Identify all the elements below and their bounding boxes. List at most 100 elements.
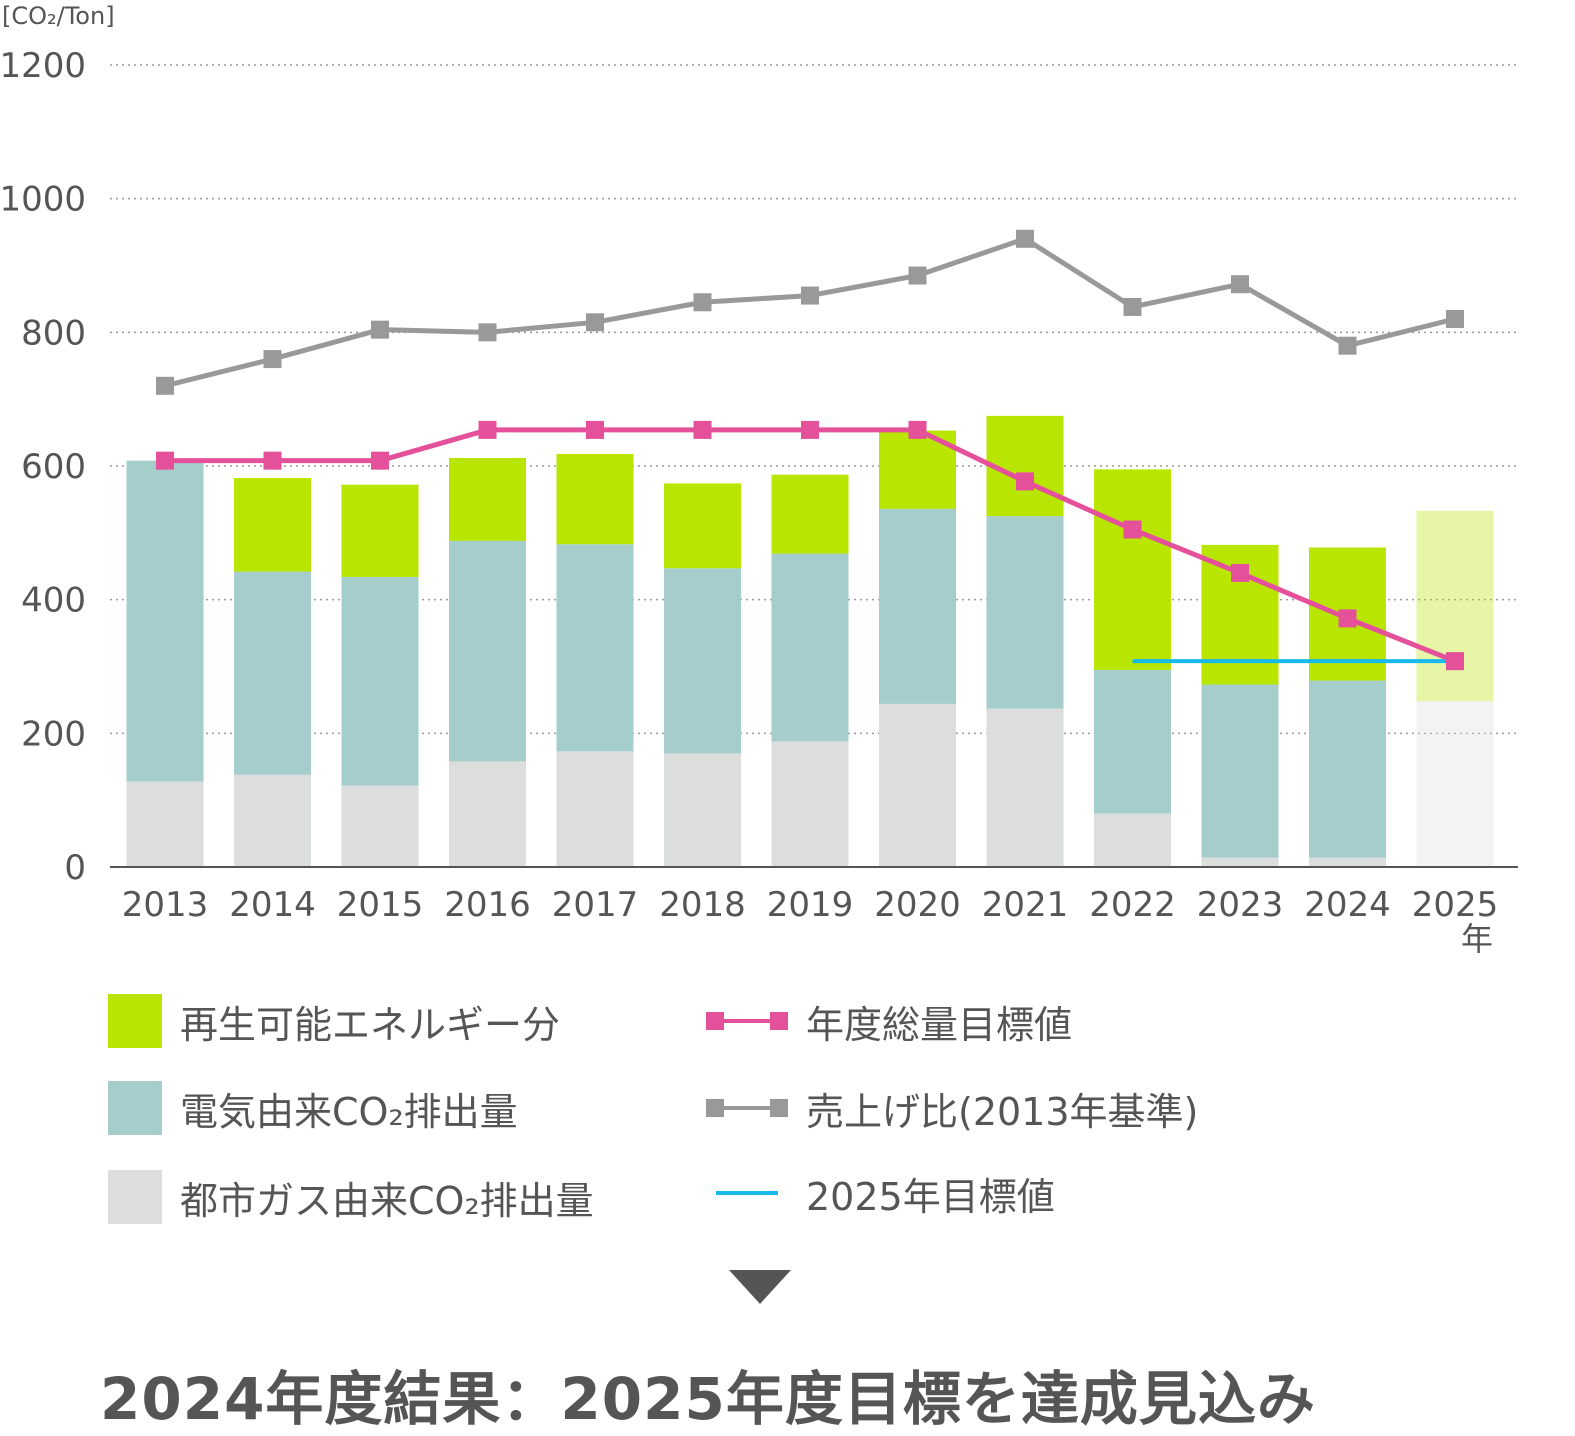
bar-segment [771, 741, 849, 867]
x-tick-label: 2015 [337, 885, 424, 925]
series-marker [1446, 309, 1464, 328]
series-marker [1016, 472, 1034, 491]
x-axis-ticks: 2013 2014 2015 2016 2017 2018 2019 2020 2021 2022… [122, 885, 1499, 958]
series-marker [586, 420, 604, 439]
legend: 再生可能エネルギー分 電気由来CO₂排出量 都市ガス由来CO₂排出量 年度総量目… [108, 993, 1308, 1233]
bar-segment [664, 568, 741, 754]
bar-segment [879, 508, 956, 704]
y-tick-label: 1000 [0, 180, 86, 220]
series-marker [586, 313, 604, 332]
stacked-bars [126, 415, 1494, 867]
bar-segment [879, 703, 956, 867]
legend-item-renewable: 再生可能エネルギー分 [108, 993, 560, 1049]
bar-segment [449, 457, 526, 541]
series-marker [1338, 609, 1357, 628]
bar-segment [1094, 813, 1171, 867]
x-tick-label: 2013 [122, 885, 209, 925]
x-tick-label: 2024 [1304, 885, 1391, 925]
series-marker [1231, 275, 1249, 294]
bar-segment [126, 781, 204, 867]
legend-swatch-renewable [108, 994, 162, 1048]
bar-segment [664, 753, 741, 867]
x-tick-label: 2018 [659, 885, 746, 925]
y-tick-label: 800 [21, 313, 86, 353]
legend-line-blue [716, 1191, 778, 1195]
bar-segment [1416, 510, 1494, 702]
series-marker [1231, 563, 1249, 582]
down-arrow-icon [729, 1270, 791, 1304]
bar-segment [1309, 680, 1386, 858]
series-marker [801, 286, 819, 305]
legend-marker-line-gray [706, 1099, 788, 1117]
series-marker [263, 451, 282, 470]
series-marker [371, 451, 389, 470]
series-marker [478, 323, 497, 342]
legend-marker-line-pink [706, 1012, 788, 1030]
legend-label: 2025年目標値 [806, 1174, 1055, 1219]
y-tick-label: 400 [21, 581, 86, 621]
bar-segment [449, 761, 526, 867]
bar-segment [234, 774, 311, 867]
bar-segment [664, 483, 741, 569]
y-tick-label: 200 [21, 714, 86, 754]
legend-swatch-electric [108, 1081, 162, 1135]
x-tick-label: 2017 [552, 885, 639, 925]
legend-label: 都市ガス由来CO₂排出量 [180, 1178, 594, 1223]
series-marker [371, 320, 389, 339]
bar-segment [1094, 669, 1171, 814]
bar-segment [341, 576, 419, 786]
legend-item-sales-ratio: 売上げ比(2013年基準) [706, 1080, 1198, 1136]
series-marker [263, 350, 282, 369]
series-marker [156, 451, 174, 470]
series-marker [801, 420, 819, 439]
series-marker [1016, 229, 1034, 248]
legend-item-citygas: 都市ガス由来CO₂排出量 [108, 1169, 594, 1225]
legend-item-2025-target: 2025年目標値 [706, 1165, 1055, 1221]
legend-swatch-citygas [108, 1170, 162, 1224]
y-tick-label: 600 [21, 447, 86, 487]
series-marker [478, 420, 497, 439]
legend-label: 再生可能エネルギー分 [180, 1002, 561, 1047]
legend-label: 売上げ比(2013年基準) [806, 1089, 1199, 1134]
y-axis-ticks: 0 200 400 600 800 1000 1200 [0, 46, 86, 888]
series-marker [1338, 336, 1357, 355]
x-tick-label: 2025 [1412, 885, 1499, 925]
conclusion-text: 2024年度結果：2025年度目標を達成見込み [100, 1365, 1316, 1433]
bar-segment [1094, 469, 1171, 670]
series-marker [908, 420, 927, 439]
y-tick-label: 0 [64, 848, 86, 888]
bar-segment [1416, 701, 1494, 867]
x-tick-label: 2019 [767, 885, 854, 925]
legend-label: 電気由来CO₂排出量 [180, 1089, 518, 1134]
bar-segment [986, 415, 1064, 517]
bar-segment [986, 516, 1064, 709]
series-marker [1123, 297, 1142, 316]
legend-item-electric: 電気由来CO₂排出量 [108, 1080, 518, 1136]
bar-segment [234, 478, 311, 572]
bar-segment [771, 474, 849, 554]
bar-segment [449, 540, 526, 762]
bar-segment [1309, 857, 1386, 867]
x-tick-label: 2023 [1197, 885, 1284, 925]
x-tick-label: 2020 [874, 885, 961, 925]
bar-segment [986, 708, 1064, 867]
y-tick-label: 1200 [0, 46, 86, 86]
series-marker [156, 376, 174, 395]
bar-segment [1201, 857, 1279, 867]
bar-segment [1201, 684, 1279, 858]
bar-segment [556, 751, 634, 867]
x-axis-suffix: 年 [1461, 920, 1493, 958]
legend-label: 年度総量目標値 [806, 1002, 1073, 1047]
series-marker [908, 266, 927, 285]
series-marker [1446, 652, 1464, 671]
series-line [164, 236, 1456, 389]
line-series [156, 229, 1464, 671]
co2-emissions-chart: [CO₂/Ton] 0 200 400 600 800 1000 1200 2013 2014… [0, 2, 1518, 958]
bar-segment [556, 453, 634, 545]
x-tick-label: 2016 [444, 885, 531, 925]
series-marker [693, 420, 712, 439]
bar-segment [341, 484, 419, 577]
x-tick-label: 2022 [1089, 885, 1176, 925]
series-marker [693, 293, 712, 312]
x-tick-label: 2014 [229, 885, 316, 925]
